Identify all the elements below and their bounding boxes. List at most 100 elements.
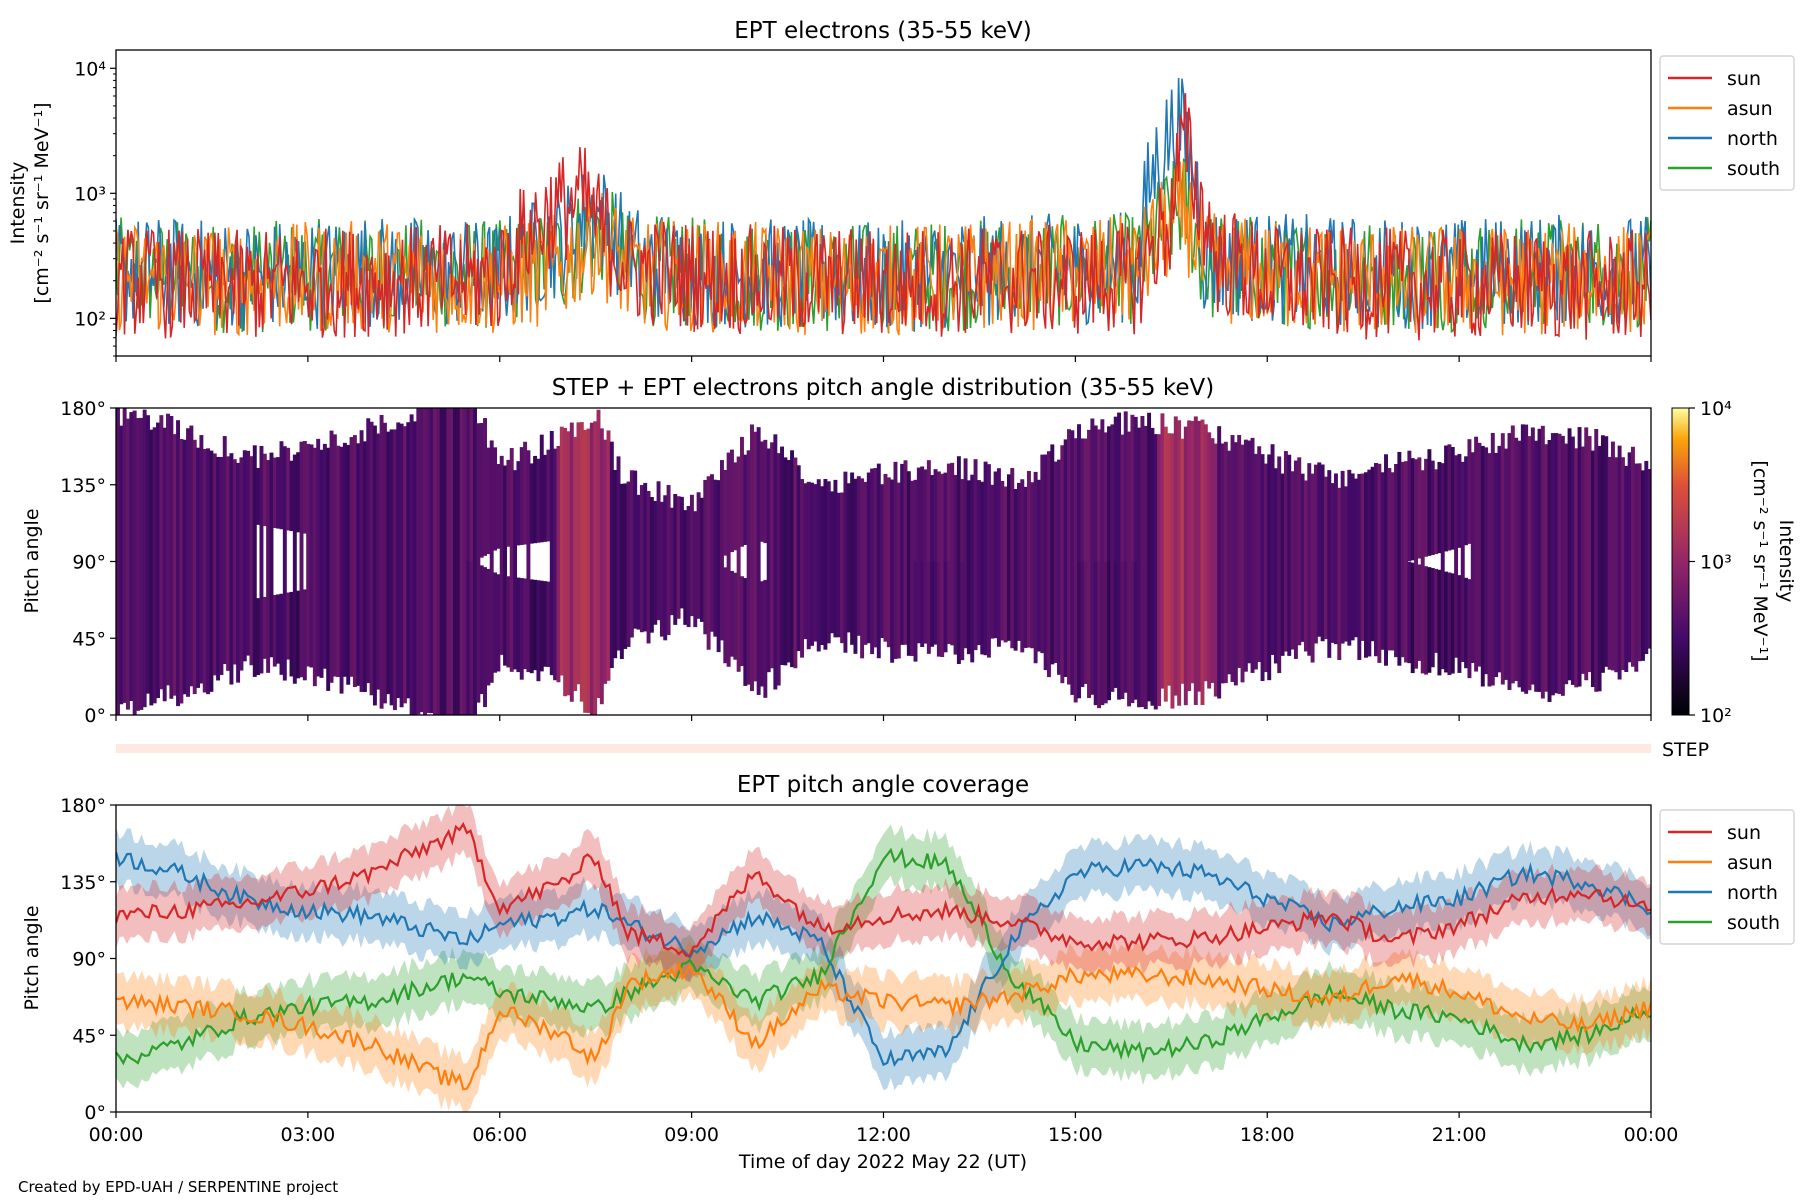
heat-cell [1090, 418, 1095, 695]
heat-cell [770, 442, 774, 669]
heat-cell [1153, 434, 1158, 710]
heat-cell [870, 468, 875, 655]
heat-cell [816, 479, 821, 652]
heat-cell [446, 408, 451, 715]
heat-cell [880, 484, 885, 639]
panel2-plot-area [116, 408, 1651, 715]
heat-cell [1364, 472, 1368, 658]
heat-cell [603, 439, 608, 684]
heat-cell [659, 501, 664, 637]
heat-cell [1083, 561, 1088, 684]
colorbar: 10² 10³ 10⁴ Intensity [cm⁻² s⁻¹ sr⁻¹ MeV⁻¹… [1671, 398, 1797, 727]
heat-cell [823, 478, 828, 650]
heat-cell [536, 580, 541, 682]
heat-cell [1097, 429, 1102, 562]
heat-cell [356, 443, 361, 686]
heat-cell [546, 581, 551, 668]
heat-cell [579, 422, 584, 702]
heat-cell [1210, 438, 1215, 683]
heat-cell [1213, 443, 1218, 697]
heat-cell [596, 409, 601, 699]
heat-cell [753, 431, 758, 682]
heat-cell [1167, 433, 1172, 686]
heat-cell [1604, 436, 1609, 667]
heat-cell [1190, 420, 1195, 684]
footer-credit: Created by EPD-UAH / SERPENTINE project [18, 1178, 338, 1196]
heat-cell [669, 507, 674, 616]
heat-cell [519, 447, 524, 545]
heat-cell [990, 484, 995, 639]
legend-label-north: north [1727, 128, 1778, 150]
heat-cell [1620, 457, 1625, 671]
coverage-line-south [116, 847, 1651, 1066]
heat-cell [279, 441, 284, 530]
panel3-legend-box [1659, 809, 1795, 945]
heat-cell [276, 594, 281, 664]
heat-cell [1344, 486, 1348, 642]
heat-cell [746, 450, 751, 685]
heat-cell [1560, 435, 1565, 696]
heat-cell [209, 450, 214, 692]
heat-cell [359, 430, 364, 692]
heat-cell [843, 471, 848, 653]
heat-cell [1010, 467, 1015, 649]
heat-cell [1003, 486, 1008, 643]
heat-cell [1267, 454, 1272, 681]
heat-cell [1427, 567, 1432, 673]
heat-cell [289, 460, 294, 532]
heat-cell [1554, 433, 1559, 694]
heat-cell [1384, 454, 1388, 666]
heat-cell [796, 465, 801, 652]
heat-cell [1497, 445, 1502, 673]
colorbar-label: Intensity [1775, 520, 1797, 603]
heat-cell [1247, 440, 1252, 664]
ytick-label: 45° [72, 1025, 106, 1047]
heat-cell [1163, 426, 1168, 702]
heat-cell [119, 425, 124, 705]
heat-cell [262, 453, 267, 527]
panel3-x-axis: 00:00 03:00 06:00 09:00 12:00 15:00 18:00 21:00… [89, 1112, 1678, 1146]
heat-cell [1637, 463, 1642, 662]
heat-cell [986, 464, 991, 658]
heat-cell [419, 408, 424, 713]
heat-cell [409, 414, 414, 715]
heat-cell [402, 426, 407, 704]
heat-cell [1474, 436, 1479, 672]
heat-cell [426, 408, 431, 713]
heat-cell [1077, 424, 1081, 562]
heat-cell [1357, 473, 1362, 660]
heat-cell [1434, 469, 1439, 555]
heat-cell [1107, 426, 1112, 562]
panel3-y-axis: 0° 45° 90° 135° 180° [60, 795, 116, 1124]
heat-cell [493, 572, 498, 673]
heat-cell [1537, 428, 1542, 692]
heat-cell [1454, 455, 1459, 658]
heat-cell [1640, 470, 1645, 661]
heat-cell [853, 478, 858, 654]
heat-cell [256, 598, 261, 676]
heat-cell [312, 447, 317, 687]
heat-cell [1283, 451, 1288, 652]
heat-cell [266, 460, 271, 673]
heat-cell [1380, 472, 1385, 650]
heat-cell [1080, 561, 1085, 688]
heat-cell [126, 418, 130, 710]
heat-cell [496, 464, 501, 549]
heat-cell [1013, 489, 1018, 651]
heat-cell [913, 479, 918, 562]
heat-cell [1237, 434, 1242, 668]
heat-cell [646, 490, 651, 644]
panel1-legend-items: sun asun north south [1668, 68, 1780, 180]
heat-cell [1634, 463, 1639, 672]
ytick-label: 10⁴ [74, 58, 106, 80]
heat-cell [152, 427, 157, 704]
heat-cell [936, 561, 941, 657]
heat-cell [196, 447, 201, 688]
heat-cell [643, 482, 648, 632]
heat-cell [626, 481, 631, 647]
heat-cell [1504, 448, 1509, 680]
heat-cell [1180, 438, 1185, 684]
heat-cell [1147, 412, 1152, 702]
heat-cell [1544, 444, 1549, 692]
heat-cell [1263, 463, 1268, 673]
